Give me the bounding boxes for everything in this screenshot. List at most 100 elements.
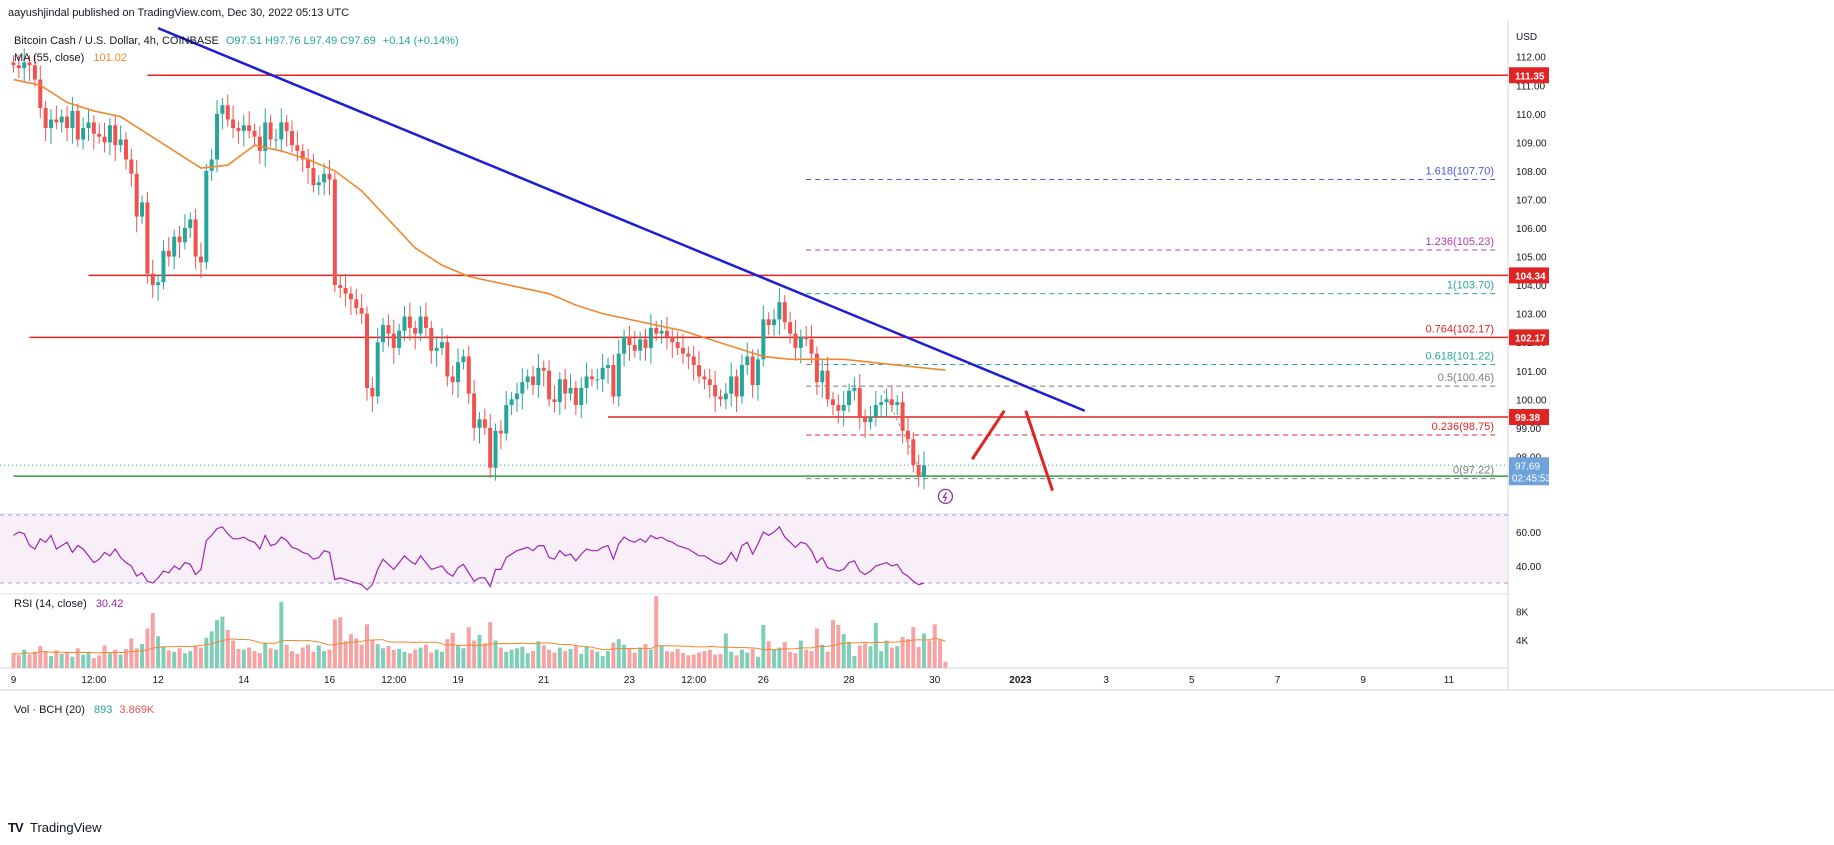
volume-bar [568,648,573,668]
volume-bar [659,646,664,668]
candle-body [11,62,16,66]
time-tick: 11 [1444,675,1455,686]
volume-bar [215,620,220,668]
volume-bar [177,648,182,668]
candle-body [354,299,359,308]
volume-bar [750,648,755,668]
volume-bar [161,646,166,668]
volume-bar [220,616,225,668]
candle-body [381,325,386,343]
volume-bar [166,650,171,668]
volume-bar [316,645,321,668]
candle-body [113,125,118,146]
candle-body [793,333,798,348]
volume-bar [113,649,118,668]
candle-body [472,393,477,428]
forecast-up-leg [970,409,1006,461]
volume-bar [654,596,659,668]
volume-bar [552,652,557,668]
candle-body [900,402,905,431]
volume-bar [322,651,327,668]
volume-bar [686,655,691,668]
ma-value: 101.02 [93,52,128,64]
candle-body [397,330,402,348]
candle-body [552,399,557,403]
volume-bar [584,646,589,668]
candle-body [204,170,209,263]
candle-body [241,125,246,131]
candle-body [670,336,675,343]
candle-body [316,182,321,186]
volume-bar [332,619,337,668]
rsi-tick: 60.00 [1516,528,1541,539]
volume-bar [48,656,53,668]
volume-bar [825,651,830,668]
volume-bar [723,633,728,668]
volume-bar [938,639,943,668]
volume-bar [718,653,723,668]
level-price-tag [1509,67,1549,84]
volume-bar [702,651,707,668]
volume-tick: 8K [1516,608,1529,619]
candle-body [536,367,541,386]
candle-body [59,116,64,123]
volume-bar [563,651,568,668]
volume-bar [857,645,862,668]
candle-body [922,465,927,477]
fib-level-label: 0.5(100.46) [1438,372,1494,384]
volume-bar [804,649,809,668]
volume-bar [188,651,193,668]
volume-bar [338,617,343,668]
volume-bar [761,625,766,668]
time-tick: 16 [324,675,336,686]
candle-body [439,342,444,348]
volume-bar [107,653,112,668]
volume-bar [525,653,530,668]
volume-bar [423,644,428,668]
volume-bar [927,640,932,668]
rsi-value: 30.42 [95,598,124,610]
fib-level-label: 0.764(102.17) [1426,323,1495,335]
lightning-icon [937,488,954,505]
volume-bar [386,646,391,668]
candle-body [766,319,771,326]
volume-bar [922,633,927,668]
candle-body [423,316,428,328]
volume-bar [391,649,396,668]
candle-body [525,376,530,383]
candle-body [772,319,777,326]
time-tick: 14 [238,675,250,686]
candle-body [547,370,552,400]
candle-body [247,125,252,131]
volume-bar [263,642,268,668]
candle-body [504,405,509,434]
fib-level-label: 1.236(105.23) [1426,236,1495,248]
level-price-label: 102.17 [1515,333,1546,344]
rsi-label: RSI (14, close) [14,598,87,610]
candle-body [825,370,830,400]
volume-bar [311,651,316,668]
volume-tick: 4K [1516,636,1529,647]
candle-body [27,62,32,66]
volume-bar [129,638,134,668]
volume-bar [836,625,841,668]
tradingview-brand[interactable]: TV TradingView [8,820,102,835]
candle-body [798,336,803,348]
candle-body [654,327,659,334]
candle-body [386,325,391,334]
volume-bar [622,644,627,668]
time-tick: 5 [1189,675,1195,686]
candle-body [140,202,145,217]
price-tick: 107.00 [1516,195,1547,206]
volume-bar [579,653,584,668]
price-tick: 105.00 [1516,253,1547,264]
price-axis-currency: USD [1516,32,1537,43]
volume-bar [397,648,402,668]
candle-body [54,119,59,123]
volume-bar [627,648,632,668]
candle-body [236,128,241,131]
volume-bar [509,649,514,668]
volume-bar [648,649,653,668]
candle-body [632,345,637,351]
